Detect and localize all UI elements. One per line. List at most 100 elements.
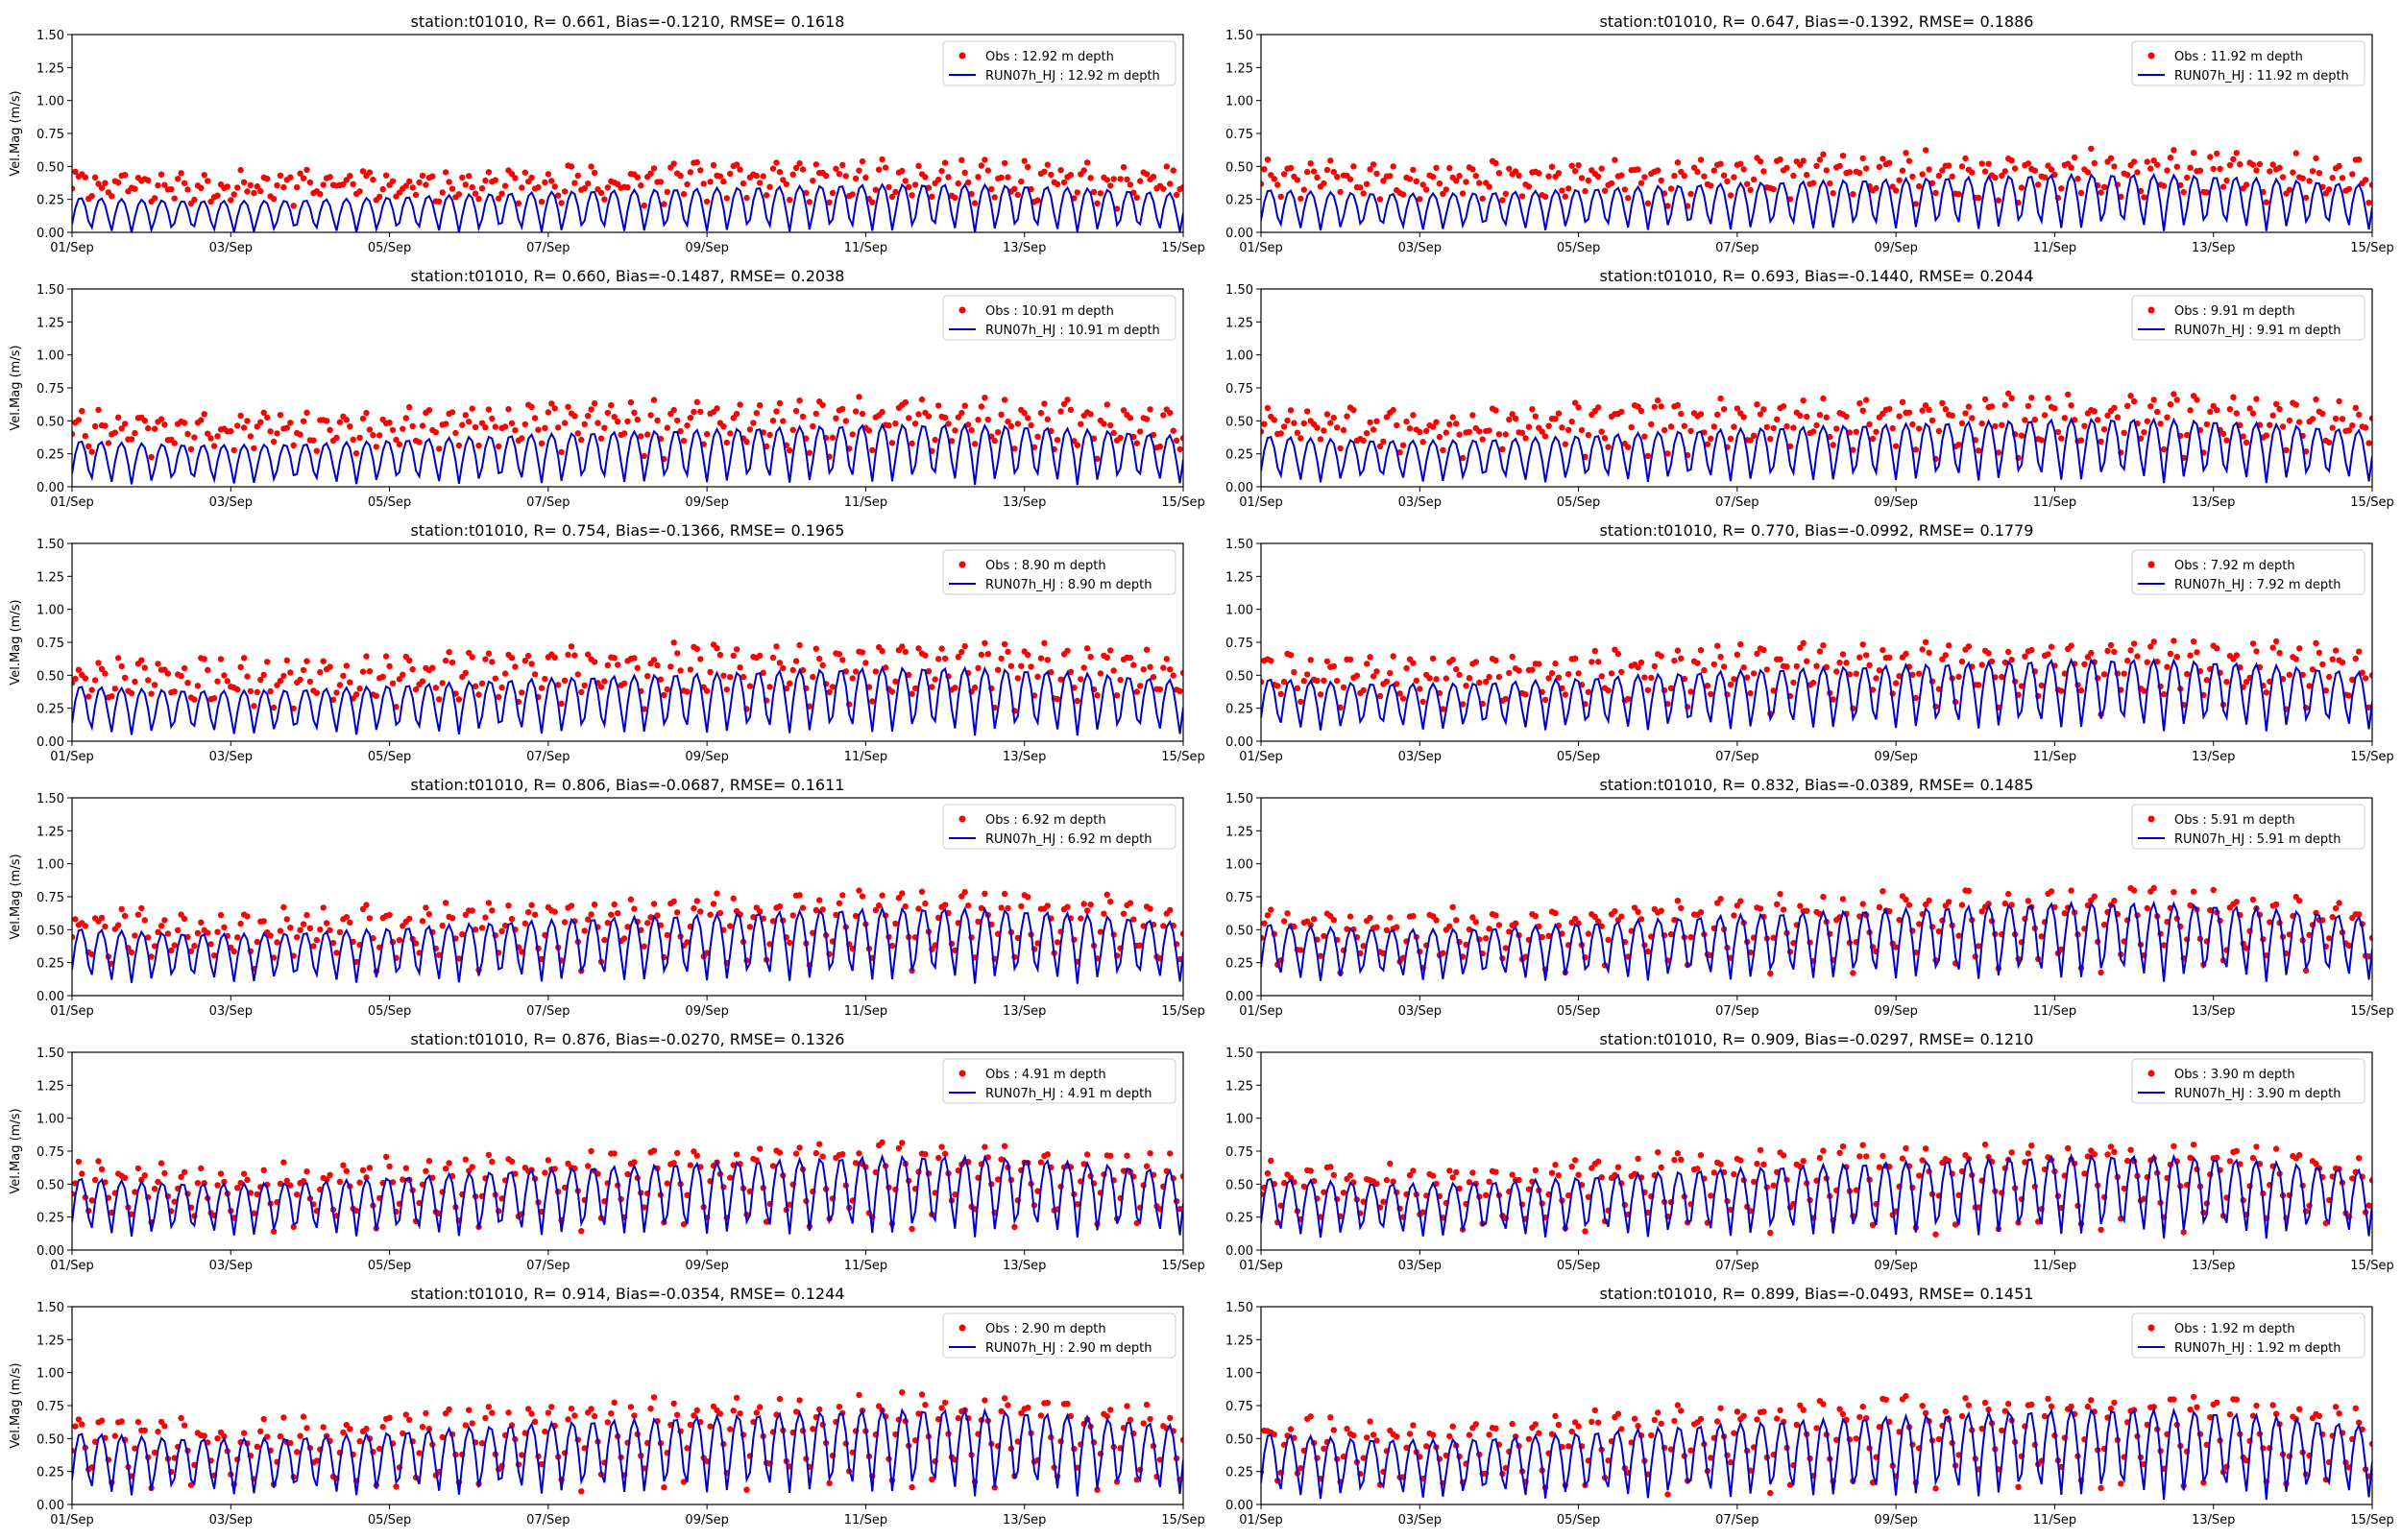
obs-point bbox=[2150, 157, 2157, 164]
obs-point bbox=[449, 659, 456, 666]
obs-point bbox=[816, 897, 823, 903]
obs-point bbox=[780, 418, 787, 424]
obs-point bbox=[191, 196, 198, 204]
obs-point bbox=[1044, 657, 1052, 663]
x-tick-label: 15/Sep bbox=[1161, 750, 1204, 764]
obs-point bbox=[1618, 408, 1625, 416]
obs-point bbox=[915, 1410, 922, 1417]
obs-point bbox=[406, 915, 413, 923]
obs-point bbox=[2022, 1159, 2028, 1166]
legend-obs-marker bbox=[958, 52, 966, 60]
obs-point bbox=[819, 662, 826, 669]
obs-point bbox=[998, 411, 1005, 418]
obs-point bbox=[783, 180, 789, 188]
obs-point bbox=[1876, 667, 1883, 674]
obs-point bbox=[965, 179, 972, 186]
obs-point bbox=[2054, 428, 2062, 436]
obs-point bbox=[1813, 421, 1820, 429]
obs-point bbox=[2187, 164, 2194, 171]
obs-point bbox=[489, 659, 496, 665]
obs-point bbox=[720, 672, 727, 679]
obs-point bbox=[1889, 424, 1896, 432]
obs-point bbox=[2332, 904, 2340, 912]
obs-point bbox=[1321, 677, 1327, 684]
obs-point bbox=[1919, 1403, 1926, 1409]
obs-point bbox=[1896, 1429, 1903, 1435]
obs-point bbox=[442, 657, 449, 664]
obs-point bbox=[313, 447, 320, 454]
obs-point bbox=[1466, 1432, 1473, 1438]
x-tick-label: 15/Sep bbox=[1161, 1004, 1204, 1019]
obs-point bbox=[1344, 413, 1350, 420]
obs-point bbox=[1380, 1198, 1387, 1205]
obs-point bbox=[1731, 423, 1737, 430]
obs-point bbox=[1346, 176, 1354, 182]
obs-point bbox=[102, 422, 109, 429]
obs-point bbox=[1271, 1431, 1278, 1438]
y-tick-label: 0.00 bbox=[1225, 481, 1253, 495]
obs-point bbox=[819, 1153, 826, 1160]
obs-point bbox=[449, 185, 456, 192]
obs-point bbox=[1859, 155, 1866, 162]
y-tick-label: 1.25 bbox=[36, 1079, 64, 1094]
obs-point bbox=[1552, 909, 1559, 917]
obs-point bbox=[254, 182, 260, 190]
obs-point bbox=[2190, 638, 2197, 645]
obs-point bbox=[1310, 916, 1318, 923]
obs-point bbox=[2134, 653, 2141, 660]
obs-point bbox=[2111, 404, 2118, 411]
obs-point bbox=[1800, 157, 1807, 164]
obs-point bbox=[911, 181, 919, 188]
obs-point bbox=[310, 943, 317, 950]
legend-obs-marker bbox=[2147, 52, 2155, 60]
obs-point bbox=[1097, 670, 1104, 677]
x-tick-label: 05/Sep bbox=[1557, 495, 1600, 510]
obs-point bbox=[787, 939, 793, 947]
obs-point bbox=[151, 195, 158, 202]
obs-point bbox=[1637, 916, 1645, 923]
obs-point bbox=[343, 662, 350, 669]
y-tick-label: 1.50 bbox=[36, 1047, 64, 1061]
obs-point bbox=[2160, 182, 2168, 189]
obs-point bbox=[274, 682, 280, 688]
obs-point bbox=[888, 942, 896, 950]
x-tick-label: 15/Sep bbox=[2350, 1004, 2393, 1019]
obs-point bbox=[2313, 396, 2319, 403]
x-tick-label: 07/Sep bbox=[1715, 495, 1758, 510]
obs-point bbox=[254, 1443, 260, 1451]
obs-point bbox=[693, 158, 700, 166]
obs-point bbox=[171, 440, 178, 446]
obs-point bbox=[1387, 173, 1394, 180]
obs-point bbox=[700, 180, 707, 187]
obs-point bbox=[1605, 444, 1612, 450]
x-tick-label: 13/Sep bbox=[2192, 241, 2235, 255]
obs-point bbox=[1453, 665, 1460, 673]
obs-point bbox=[294, 1449, 301, 1456]
obs-point bbox=[1370, 161, 1377, 168]
obs-point bbox=[1001, 1395, 1008, 1402]
obs-point bbox=[1598, 428, 1605, 435]
y-tick-label: 1.00 bbox=[36, 349, 64, 364]
obs-point bbox=[1856, 170, 1863, 177]
obs-point bbox=[588, 911, 594, 918]
obs-point bbox=[224, 183, 230, 190]
y-tick-label: 0.50 bbox=[1225, 160, 1253, 175]
obs-point bbox=[264, 659, 271, 665]
obs-point bbox=[1658, 177, 1664, 184]
obs-point bbox=[91, 677, 99, 684]
obs-point bbox=[151, 943, 158, 950]
obs-point bbox=[773, 643, 780, 650]
obs-point bbox=[2001, 168, 2008, 175]
obs-point bbox=[551, 183, 558, 190]
obs-point bbox=[839, 405, 846, 413]
obs-point bbox=[938, 167, 945, 175]
x-tick-label: 11/Sep bbox=[844, 750, 887, 764]
obs-point bbox=[1327, 1414, 1334, 1421]
obs-point bbox=[340, 1429, 347, 1436]
obs-point bbox=[2077, 437, 2085, 444]
obs-point bbox=[2326, 673, 2333, 681]
obs-point bbox=[280, 1159, 287, 1166]
obs-point bbox=[1456, 671, 1463, 679]
obs-point bbox=[1999, 1427, 2005, 1434]
